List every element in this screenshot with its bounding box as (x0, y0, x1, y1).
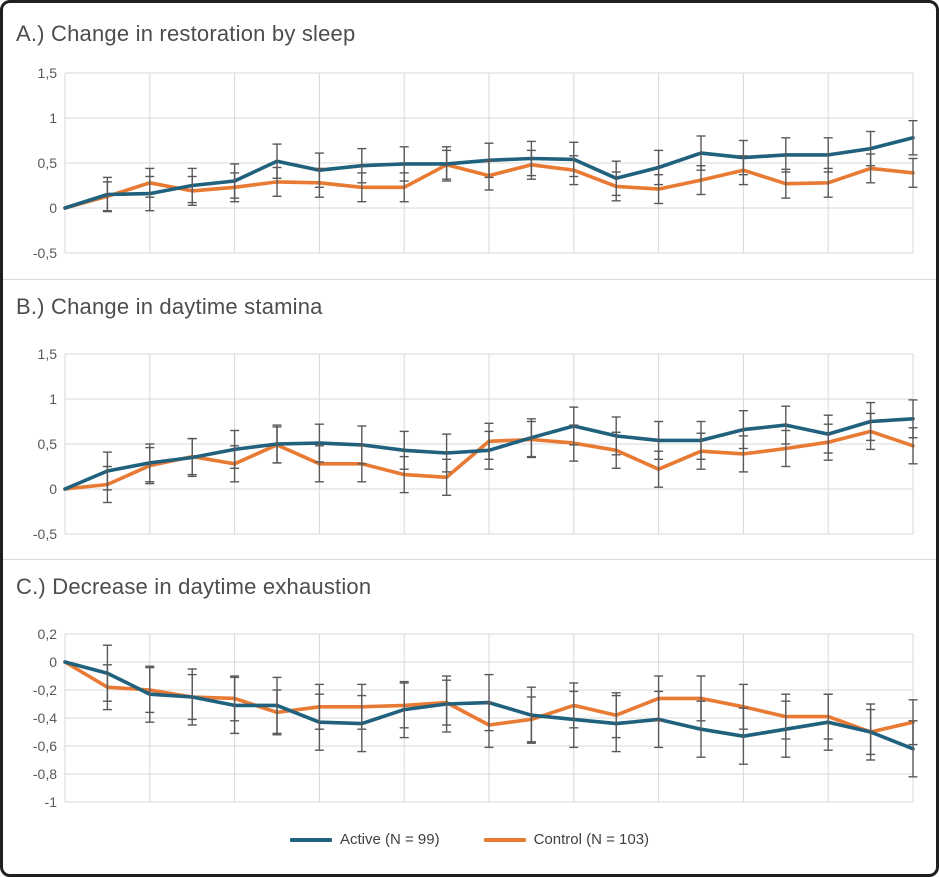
legend-item-control: Control (N = 103) (483, 831, 650, 848)
svg-text:-0,5: -0,5 (33, 526, 57, 542)
svg-text:0: 0 (49, 481, 57, 497)
active-line-swatch-icon (289, 837, 332, 842)
svg-text:1: 1 (49, 391, 57, 407)
svg-text:-0,4: -0,4 (33, 710, 57, 726)
svg-text:0,2: 0,2 (38, 626, 58, 642)
panel-separator-2 (3, 559, 936, 560)
svg-text:1,5: 1,5 (38, 346, 58, 362)
chart-a-title: A.) Change in restoration by sleep (16, 21, 356, 46)
svg-text:0,5: 0,5 (38, 436, 58, 452)
svg-text:-0,5: -0,5 (33, 245, 57, 261)
chart-c-title: C.) Decrease in daytime exhaustion (16, 574, 372, 599)
charts-canvas: 1,5 1 0,5 0 -0,5 1,5 1 0,5 0 -0,5 0,2 0 -0,2 -0,4 -0,6… (33, 65, 918, 810)
legend: Active (N = 99) Control (N = 103) (3, 831, 936, 848)
svg-text:1,5: 1,5 (38, 65, 58, 81)
legend-label-active: Active (N = 99) (339, 831, 440, 848)
svg-text:-0,8: -0,8 (33, 766, 57, 782)
legend-item-active: Active (N = 99) (289, 831, 440, 848)
svg-text:-0,6: -0,6 (33, 738, 57, 754)
svg-text:-1: -1 (45, 794, 58, 810)
chart-b-title: B.) Change in daytime stamina (16, 294, 323, 319)
svg-text:1: 1 (49, 110, 57, 126)
panel-separator-1 (3, 279, 936, 280)
svg-text:0: 0 (49, 200, 57, 216)
svg-text:-0,2: -0,2 (33, 682, 57, 698)
control-line-swatch-icon (483, 837, 526, 842)
svg-text:0: 0 (49, 654, 57, 670)
legend-label-control: Control (N = 103) (533, 831, 650, 848)
svg-text:0,5: 0,5 (38, 155, 58, 171)
